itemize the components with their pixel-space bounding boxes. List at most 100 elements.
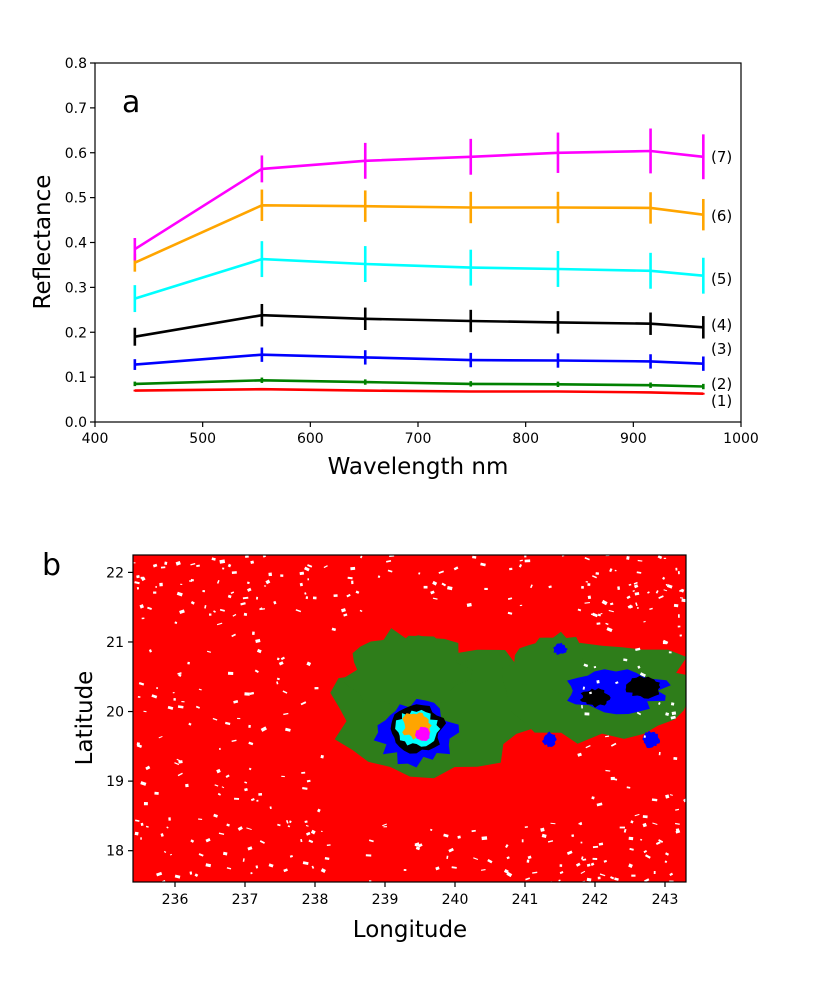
- missing-data-speck: [300, 838, 303, 843]
- missing-data-speck: [614, 569, 617, 572]
- missing-data-speck: [603, 859, 608, 863]
- missing-data-speck: [243, 612, 248, 616]
- missing-data-speck: [525, 877, 531, 881]
- missing-data-speck: [180, 583, 183, 585]
- missing-data-speck: [679, 597, 683, 599]
- missing-data-speck: [658, 751, 661, 756]
- missing-data-speck: [675, 567, 678, 571]
- missing-data-speck: [226, 867, 232, 870]
- missing-data-speck: [577, 752, 582, 757]
- series-3: (3): [133, 340, 732, 371]
- missing-data-speck: [587, 583, 591, 586]
- missing-data-speck: [213, 813, 218, 818]
- series-7: (7): [133, 128, 732, 261]
- missing-data-speck: [283, 712, 289, 716]
- missing-data-speck: [227, 594, 232, 599]
- missing-data-speck: [524, 555, 527, 558]
- missing-data-speck: [145, 825, 149, 828]
- x-tick-label: 700: [405, 431, 432, 447]
- missing-data-speck: [276, 677, 280, 681]
- panel-b-letter: b: [42, 548, 61, 583]
- missing-data-speck: [480, 562, 486, 567]
- panel-b-y-ticks: 18 19 20 21 22: [106, 565, 133, 860]
- missing-data-speck: [606, 627, 613, 633]
- missing-data-speck: [619, 826, 625, 829]
- missing-data-speck: [237, 826, 243, 831]
- missing-data-speck: [387, 569, 393, 573]
- missing-data-speck: [441, 582, 447, 587]
- missing-data-speck: [134, 831, 139, 836]
- y-tick-label: 0.4: [65, 236, 87, 252]
- missing-data-speck: [320, 754, 324, 759]
- missing-data-speck: [269, 806, 272, 810]
- missing-data-speck: [639, 838, 643, 841]
- missing-data-speck: [635, 647, 641, 652]
- missing-data-speck: [584, 601, 591, 604]
- missing-data-speck: [140, 781, 147, 786]
- missing-data-speck: [240, 602, 246, 606]
- missing-data-speck: [626, 556, 630, 560]
- missing-data-speck: [677, 571, 680, 575]
- panel-a-y-ticks: 0.0 0.1 0.2 0.3 0.4 0.5 0.6 0.7 0.8: [65, 56, 95, 431]
- x-tick-label: 400: [82, 431, 109, 447]
- missing-data-speck: [628, 583, 632, 586]
- series-4: (4): [133, 303, 732, 346]
- missing-data-speck: [305, 596, 309, 600]
- missing-data-speck: [637, 665, 641, 669]
- missing-data-speck: [178, 673, 182, 677]
- class-3-region: [642, 730, 661, 749]
- missing-data-speck: [143, 801, 148, 806]
- missing-data-speck: [242, 596, 249, 600]
- missing-data-speck: [605, 622, 609, 626]
- missing-data-speck: [558, 879, 561, 882]
- missing-data-speck: [586, 863, 591, 867]
- missing-data-speck: [581, 705, 583, 709]
- missing-data-speck: [306, 661, 312, 667]
- missing-data-speck: [651, 798, 658, 802]
- panel-b-x-ticks: 236 237 238 239 240 241 242 243: [162, 882, 678, 908]
- missing-data-speck: [343, 613, 348, 617]
- missing-data-speck: [226, 823, 230, 827]
- missing-data-speck: [301, 771, 306, 774]
- missing-data-speck: [581, 585, 584, 589]
- missing-data-speck: [663, 589, 668, 592]
- missing-data-speck: [278, 661, 284, 666]
- missing-data-speck: [592, 845, 599, 849]
- missing-data-speck: [679, 589, 683, 593]
- missing-data-speck: [166, 826, 169, 829]
- x-tick-label: 240: [442, 892, 469, 908]
- y-tick-label: 0.7: [65, 101, 87, 117]
- missing-data-speck: [195, 705, 200, 709]
- missing-data-speck: [541, 833, 547, 839]
- missing-data-speck: [219, 559, 226, 564]
- missing-data-speck: [136, 586, 140, 590]
- missing-data-speck: [138, 682, 145, 686]
- missing-data-speck: [225, 721, 231, 726]
- missing-data-speck: [283, 868, 288, 873]
- missing-data-speck: [457, 835, 461, 839]
- missing-data-speck: [333, 594, 338, 597]
- missing-data-speck: [597, 876, 601, 880]
- missing-data-speck: [205, 837, 211, 843]
- missing-data-speck: [665, 712, 670, 716]
- missing-data-speck: [255, 865, 259, 869]
- missing-data-speck: [628, 863, 633, 868]
- missing-data-speck: [248, 741, 254, 746]
- missing-data-speck: [287, 825, 291, 828]
- missing-data-speck: [139, 604, 144, 609]
- x-tick-label: 800: [512, 431, 539, 447]
- missing-data-speck: [280, 574, 284, 577]
- missing-data-speck: [585, 744, 591, 749]
- missing-data-speck: [143, 710, 147, 713]
- missing-data-speck: [559, 871, 564, 875]
- missing-data-speck: [312, 596, 317, 600]
- missing-data-speck: [591, 575, 597, 579]
- class-4-region: [579, 688, 611, 708]
- missing-data-speck: [487, 859, 493, 864]
- missing-data-speck: [219, 608, 225, 612]
- missing-data-speck: [480, 869, 486, 871]
- missing-data-speck: [156, 687, 159, 690]
- missing-data-speck: [242, 858, 245, 862]
- missing-data-speck: [596, 802, 603, 807]
- missing-data-speck: [285, 727, 291, 732]
